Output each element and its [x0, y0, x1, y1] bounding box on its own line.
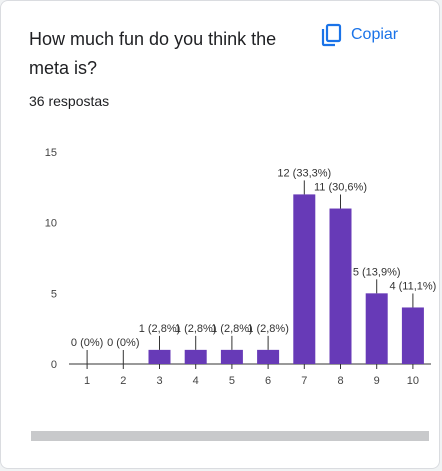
- bar: [293, 194, 316, 364]
- data-label: 11 (30,6%): [314, 182, 367, 194]
- y-tick-label: 5: [51, 288, 57, 300]
- data-label: 0 (0%): [71, 337, 103, 349]
- y-tick-label: 10: [45, 218, 57, 230]
- copy-label: Copiar: [351, 26, 399, 43]
- x-tick-label: 10: [407, 375, 419, 387]
- bar: [365, 293, 388, 364]
- data-label: 12 (33,3%): [277, 167, 331, 179]
- copy-button[interactable]: Copiar: [321, 23, 398, 47]
- x-tick-label: 8: [337, 375, 343, 387]
- x-tick-label: 5: [229, 375, 235, 387]
- data-label: 1 (2,8%): [175, 323, 217, 335]
- bar: [329, 208, 352, 364]
- y-tick-label: 15: [45, 147, 57, 159]
- data-label: 5 (13,9%): [353, 266, 401, 278]
- x-tick-label: 3: [156, 375, 162, 387]
- x-tick-label: 7: [301, 375, 307, 387]
- data-label: 1 (2,8%): [211, 323, 253, 335]
- question-title: How much fun do you think the meta is?: [29, 29, 277, 78]
- y-tick-label: 0: [51, 359, 57, 371]
- x-tick-label: 6: [265, 375, 271, 387]
- bar-chart: 0 5 10 15 1 0 (0%) 2 0 (0%) 3 1 (2,8%) 4 1 (2,8%) 5 1…: [1, 136, 439, 396]
- copy-icon: [321, 23, 343, 47]
- chart-svg: 0 5 10 15 1 0 (0%) 2 0 (0%) 3 1 (2,8%) 4 1 (2,8%) 5 1…: [45, 147, 437, 387]
- x-tick-label: 1: [84, 375, 90, 387]
- x-tick-label: 4: [193, 375, 199, 387]
- bar: [401, 307, 424, 364]
- data-label: 0 (0%): [107, 337, 139, 349]
- horizontal-scrollbar[interactable]: [31, 431, 429, 441]
- data-label: 1 (2,8%): [139, 323, 181, 335]
- bar: [184, 349, 207, 364]
- bar: [257, 349, 280, 364]
- bar: [148, 349, 171, 364]
- x-tick-label: 2: [120, 375, 126, 387]
- data-label: 1 (2,8%): [247, 323, 289, 335]
- x-tick-label: 9: [374, 375, 380, 387]
- data-label: 4 (11,1%): [389, 280, 436, 292]
- bar: [220, 349, 243, 364]
- response-count: 36 respostas: [29, 93, 110, 109]
